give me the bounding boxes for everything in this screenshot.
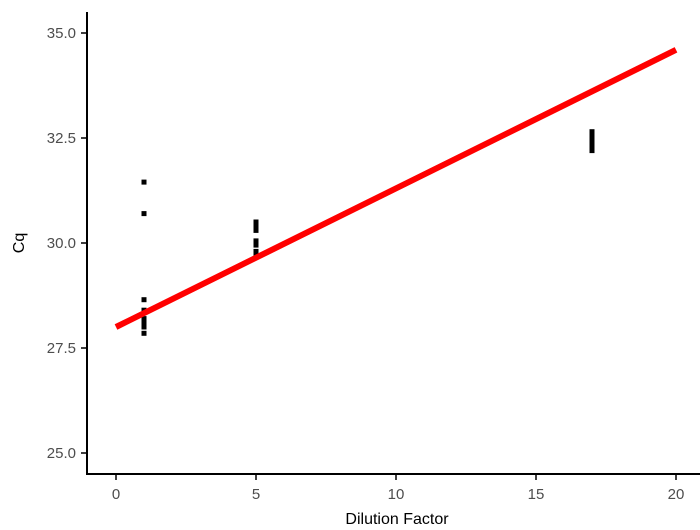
data-point xyxy=(589,137,595,143)
data-point xyxy=(141,179,147,185)
axis-ticks: 0 5 10 15 20 25.0 27.5 30.0 32.5 35.0 xyxy=(47,25,685,503)
data-point xyxy=(589,133,595,139)
data-point xyxy=(141,324,147,330)
data-point xyxy=(253,251,259,256)
data-point xyxy=(253,238,259,244)
x-tick-label: 5 xyxy=(252,486,260,503)
data-point xyxy=(253,227,259,233)
y-tick-label: 25.0 xyxy=(47,445,76,462)
y-tick-label: 30.0 xyxy=(47,235,76,252)
data-point xyxy=(141,320,147,326)
data-point xyxy=(589,129,595,135)
x-axis-title: Dilution Factor xyxy=(345,511,449,528)
y-tick-label: 35.0 xyxy=(47,25,76,42)
y-tick-label: 32.5 xyxy=(47,130,76,147)
data-point xyxy=(141,297,147,303)
data-point xyxy=(253,219,259,225)
data-point xyxy=(141,330,147,336)
data-point xyxy=(589,148,595,154)
x-tick-label: 20 xyxy=(668,486,685,503)
y-tick-label: 27.5 xyxy=(47,340,76,357)
data-point xyxy=(141,211,147,217)
data-point xyxy=(253,242,259,248)
y-axis-title: Cq xyxy=(11,233,28,253)
x-tick-label: 10 xyxy=(388,486,405,503)
fit-line xyxy=(114,47,678,330)
plot-marks xyxy=(114,47,678,336)
x-tick-label: 15 xyxy=(528,486,545,503)
data-point xyxy=(141,316,147,322)
data-point xyxy=(253,223,259,229)
x-tick-label: 0 xyxy=(112,486,120,503)
data-point xyxy=(589,141,595,147)
